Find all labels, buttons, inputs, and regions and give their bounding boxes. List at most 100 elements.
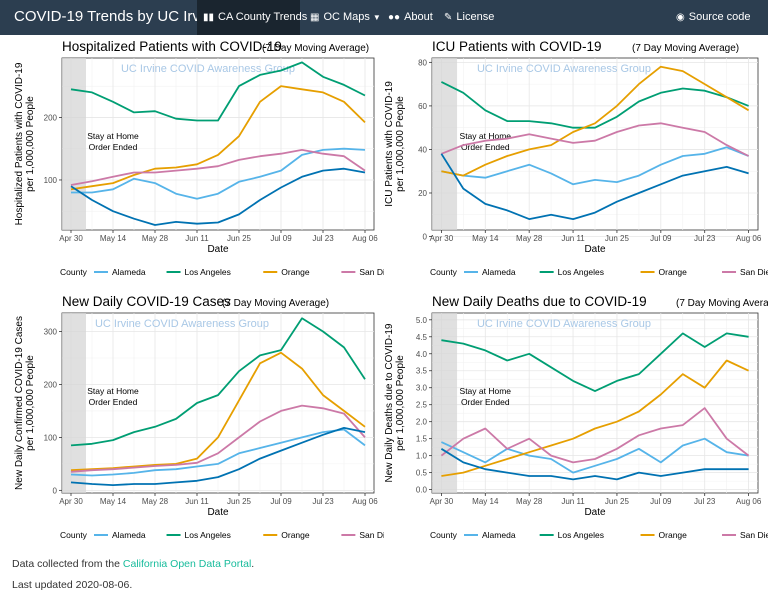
stay-home-annotation-line1: Stay at Home bbox=[87, 131, 139, 141]
y-tick-label: 3.5 bbox=[416, 367, 428, 376]
y-tick-label: 0.5 bbox=[416, 469, 428, 478]
series-line-los-angeles bbox=[70, 317, 366, 447]
watermark: UC Irvine COVID Awareness Group bbox=[477, 318, 651, 330]
legend-item: San Diego bbox=[359, 530, 384, 540]
wrench-icon: ✎ bbox=[444, 12, 453, 23]
y-tick-label: 3.0 bbox=[416, 384, 428, 393]
legend-item: Alameda bbox=[482, 530, 516, 540]
navbar: COVID-19 Trends by UC Irvine ▮▮ CA County… bbox=[0, 0, 768, 35]
x-tick-label: May 14 bbox=[100, 497, 127, 506]
legend-item: Los Angeles bbox=[558, 267, 604, 277]
y-axis-title: New Daily Deaths due to COVID-19per 1,00… bbox=[384, 323, 406, 482]
y-tick-label: 1.5 bbox=[416, 435, 428, 444]
x-tick-label: Jul 23 bbox=[312, 234, 334, 243]
x-tick-label: May 28 bbox=[142, 497, 169, 506]
x-tick-label: Jun 11 bbox=[561, 234, 585, 243]
california-open-data-link[interactable]: California Open Data Portal bbox=[122, 558, 252, 570]
x-tick-label: Aug 06 bbox=[736, 497, 762, 506]
legend-item: San Diego bbox=[740, 267, 768, 277]
cases-chart: New Daily COVID-19 Cases(7 Day Moving Av… bbox=[14, 294, 384, 540]
x-tick-label: Jun 11 bbox=[561, 497, 585, 506]
legend-item: Alameda bbox=[112, 530, 146, 540]
nav-label: License bbox=[456, 11, 495, 23]
x-tick-label: May 14 bbox=[472, 497, 499, 506]
last-updated: Last updated 2020-08-06. bbox=[12, 579, 133, 591]
y-tick-label: 1.0 bbox=[416, 452, 428, 461]
legend-item: San Diego bbox=[740, 530, 768, 540]
nav-label: About bbox=[404, 11, 433, 23]
stay-home-annotation-line1: Stay at Home bbox=[460, 386, 512, 396]
stay-home-shade bbox=[432, 313, 458, 493]
nav-oc-maps[interactable]: ▦ OC Maps ▼ bbox=[304, 0, 381, 35]
x-axis-title: Date bbox=[584, 244, 606, 255]
chart-title: New Daily COVID-19 Cases bbox=[62, 294, 231, 309]
nav-ca-county-trends[interactable]: ▮▮ CA County Trends bbox=[197, 0, 307, 35]
legend-item: Alameda bbox=[482, 267, 516, 277]
nav-about[interactable]: ●● About bbox=[382, 0, 436, 35]
icu-chart: ICU Patients with COVID-19 (7 Day Moving … bbox=[384, 39, 768, 277]
legend-item: Los Angeles bbox=[185, 267, 231, 277]
x-axis-title: Date bbox=[207, 507, 229, 518]
watermark: UC Irvine COVID Awareness Group bbox=[477, 63, 651, 75]
x-tick-label: Apr 30 bbox=[430, 234, 454, 243]
series-line-los-angeles bbox=[441, 332, 749, 392]
y-tick-label: 60 bbox=[418, 102, 427, 111]
legend-title: County bbox=[430, 530, 458, 540]
stay-home-annotation-line2: Order Ended bbox=[461, 397, 510, 407]
chart-subtitle: (7 Day Moving Average) bbox=[262, 43, 369, 54]
x-tick-label: Apr 30 bbox=[430, 497, 454, 506]
y-tick-label: 0.0 bbox=[416, 486, 428, 495]
watermark: UC Irvine COVID Awareness Group bbox=[121, 63, 295, 75]
y-tick-label: 40 bbox=[418, 145, 427, 154]
y-tick-label: 4.0 bbox=[416, 350, 428, 359]
chart-subtitle: (7 Day Moving Average) bbox=[222, 298, 329, 309]
data-source-note: Data collected from the California Open … bbox=[12, 558, 254, 570]
stay-home-annotation-line2: Order Ended bbox=[89, 142, 138, 152]
github-icon: ◉ bbox=[676, 12, 685, 23]
x-tick-label: Jun 11 bbox=[185, 234, 209, 243]
y-tick-label: 200 bbox=[44, 380, 58, 389]
x-axis-title: Date bbox=[207, 244, 229, 255]
y-tick-label: 20 bbox=[418, 189, 427, 198]
legend-item: San Diego bbox=[359, 267, 384, 277]
series-line-santa-clara bbox=[440, 448, 749, 481]
series-line-orange bbox=[441, 65, 750, 177]
nav-label: OC Maps bbox=[323, 11, 370, 23]
y-tick-label: 5.0 bbox=[416, 316, 428, 325]
x-tick-label: Jul 09 bbox=[270, 234, 292, 243]
legend-item: Orange bbox=[281, 530, 310, 540]
series-line-alameda bbox=[441, 146, 749, 186]
chart-subtitle: (7 Day Moving Average) bbox=[676, 298, 768, 309]
map-icon: ▦ bbox=[310, 12, 320, 23]
nav-source-code[interactable]: ◉ Source code bbox=[670, 0, 751, 35]
series-line-santa-clara bbox=[70, 167, 366, 226]
x-tick-label: Aug 06 bbox=[352, 497, 378, 506]
x-tick-label: May 28 bbox=[516, 497, 543, 506]
legend-item: Orange bbox=[659, 267, 688, 277]
x-tick-label: Aug 06 bbox=[352, 234, 378, 243]
series-line-orange bbox=[441, 359, 749, 477]
series-line-alameda bbox=[441, 437, 749, 474]
series-line-san-diego bbox=[440, 407, 750, 464]
data-source-prefix: Data collected from the bbox=[12, 558, 123, 570]
x-tick-label: May 28 bbox=[142, 234, 169, 243]
nav-license[interactable]: ✎ License bbox=[438, 0, 496, 35]
legend-item: Los Angeles bbox=[558, 530, 604, 540]
caret-down-icon: ▼ bbox=[372, 13, 381, 22]
series-line-san-diego bbox=[70, 404, 366, 473]
y-axis-title: ICU Patients with COVID-19per 1,000,000 … bbox=[384, 81, 406, 207]
brand-title[interactable]: COVID-19 Trends by UC Irvine bbox=[14, 8, 220, 25]
watermark: UC Irvine COVID Awareness Group bbox=[95, 318, 269, 330]
y-tick-label: 80 bbox=[418, 58, 427, 67]
data-source-suffix: . bbox=[251, 558, 255, 570]
series-line-santa-clara bbox=[440, 153, 749, 221]
legend-title: County bbox=[60, 530, 88, 540]
x-tick-label: Jun 25 bbox=[605, 497, 630, 506]
stay-home-annotation-line2: Order Ended bbox=[89, 397, 138, 407]
x-tick-label: Jun 25 bbox=[227, 234, 252, 243]
x-tick-label: Jul 09 bbox=[650, 234, 672, 243]
x-tick-label: Jul 09 bbox=[270, 497, 292, 506]
x-tick-label: Jul 23 bbox=[694, 234, 716, 243]
y-tick-label: 2.5 bbox=[416, 401, 428, 410]
y-tick-label: 4.5 bbox=[416, 333, 428, 342]
